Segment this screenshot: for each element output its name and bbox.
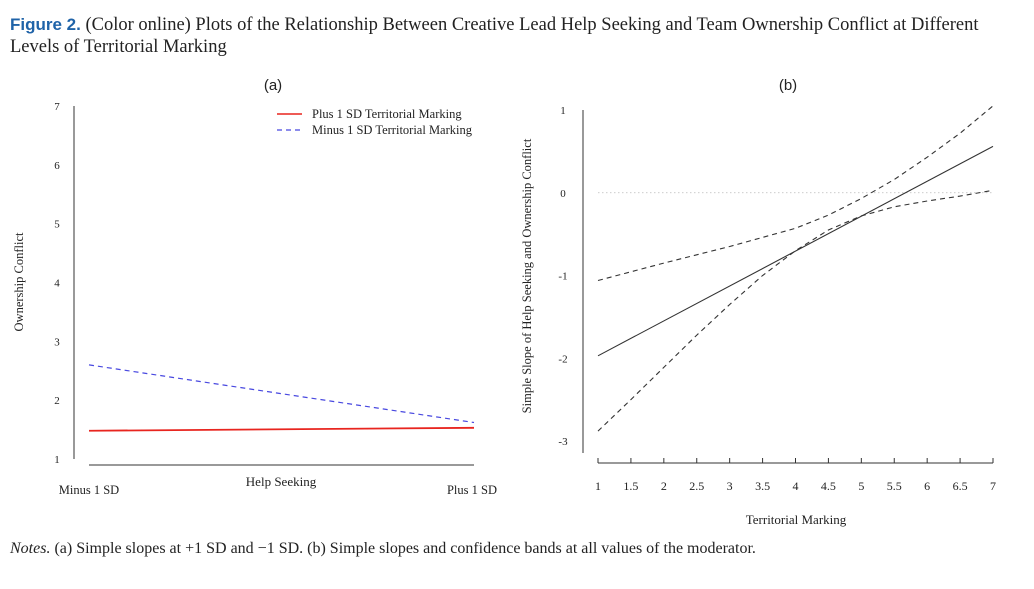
panel-a-x-axis-title: Help Seeking: [246, 474, 317, 489]
panel-b-series-line-3: [597, 189, 994, 432]
panel-b-y-tick-label: -2: [558, 353, 567, 365]
panel-a-x-tick-label: Minus 1 SD: [59, 483, 119, 497]
panel-b-y-axis-title: Simple Slope of Help Seeking and Ownersh…: [520, 138, 534, 413]
panel-b-x-tick-label: 5: [858, 479, 864, 493]
panel-a-series-line-1: [88, 426, 475, 432]
panel-b: (b) -3 -2 -1 0 1 1 1.5 2 2.5 3 3.5 4 4.5 5 5.5 6 6.5 7 Terr…: [520, 77, 996, 527]
notes-text: (a) Simple slopes at +1 SD and −1 SD. (b…: [50, 540, 756, 557]
panel-a-y-tick-label: 2: [54, 395, 60, 407]
figure-caption-text: (Color online) Plots of the Relationship…: [10, 15, 979, 57]
panel-b-x-tick-label: 5.5: [887, 479, 902, 493]
panel-b-series-line-1: [597, 145, 994, 357]
panel-a-y-axis-title: Ownership Conflict: [12, 232, 26, 331]
panel-a: (a) 1 2 3 4 5 6 7 Minus 1 SD Plus 1 SD Help Seekin…: [12, 77, 497, 497]
panel-a-label: (a): [264, 77, 282, 94]
panel-b-x-tick-label: 4.5: [821, 479, 836, 493]
panel-a-legend-label: Plus 1 SD Territorial Marking: [312, 107, 462, 121]
panel-a-series-line-2: [88, 364, 475, 424]
panel-b-x-axis-title: Territorial Marking: [746, 512, 847, 527]
panel-a-legend-label: Minus 1 SD Territorial Marking: [312, 123, 473, 137]
panel-a-y-tick-label: 5: [54, 219, 60, 231]
panel-a-y-tick-label: 3: [54, 336, 60, 348]
panel-b-x-tick-label: 3.5: [755, 479, 770, 493]
panel-b-x-tick-label: 2.5: [689, 479, 704, 493]
notes-label: Notes.: [10, 540, 51, 557]
panel-b-x-tick-label: 6: [924, 479, 930, 493]
panel-b-x-tick-label: 7: [990, 479, 996, 493]
panel-b-y-tick-label: -1: [558, 271, 567, 283]
panel-b-series-line-2: [597, 105, 994, 282]
panel-b-y-tick-label: 1: [560, 105, 566, 117]
panel-a-x-tick-label: Plus 1 SD: [447, 483, 497, 497]
panel-b-y-tick-label: 0: [560, 188, 566, 200]
panel-b-x-tick-label: 6.5: [953, 479, 968, 493]
figure-label: Figure 2.: [10, 15, 81, 34]
panel-a-y-tick-label: 1: [54, 454, 60, 466]
panel-b-y-tick-label: -3: [558, 436, 568, 448]
panel-a-y-tick-label: 4: [54, 278, 60, 290]
panel-b-x-tick-label: 4: [793, 479, 799, 493]
figure-notes: Notes. (a) Simple slopes at +1 SD and −1…: [10, 540, 1020, 558]
panel-b-x-tick-label: 3: [727, 479, 733, 493]
panel-a-y-tick-label: 7: [54, 101, 60, 113]
figure-caption: Figure 2. (Color online) Plots of the Re…: [10, 14, 1020, 58]
panel-b-label: (b): [779, 77, 797, 94]
panel-b-x-tick-label: 2: [661, 479, 667, 493]
panel-a-y-tick-label: 6: [54, 160, 60, 172]
panel-b-x-tick-label: 1.5: [623, 479, 638, 493]
panel-b-x-tick-label: 1: [595, 479, 601, 493]
